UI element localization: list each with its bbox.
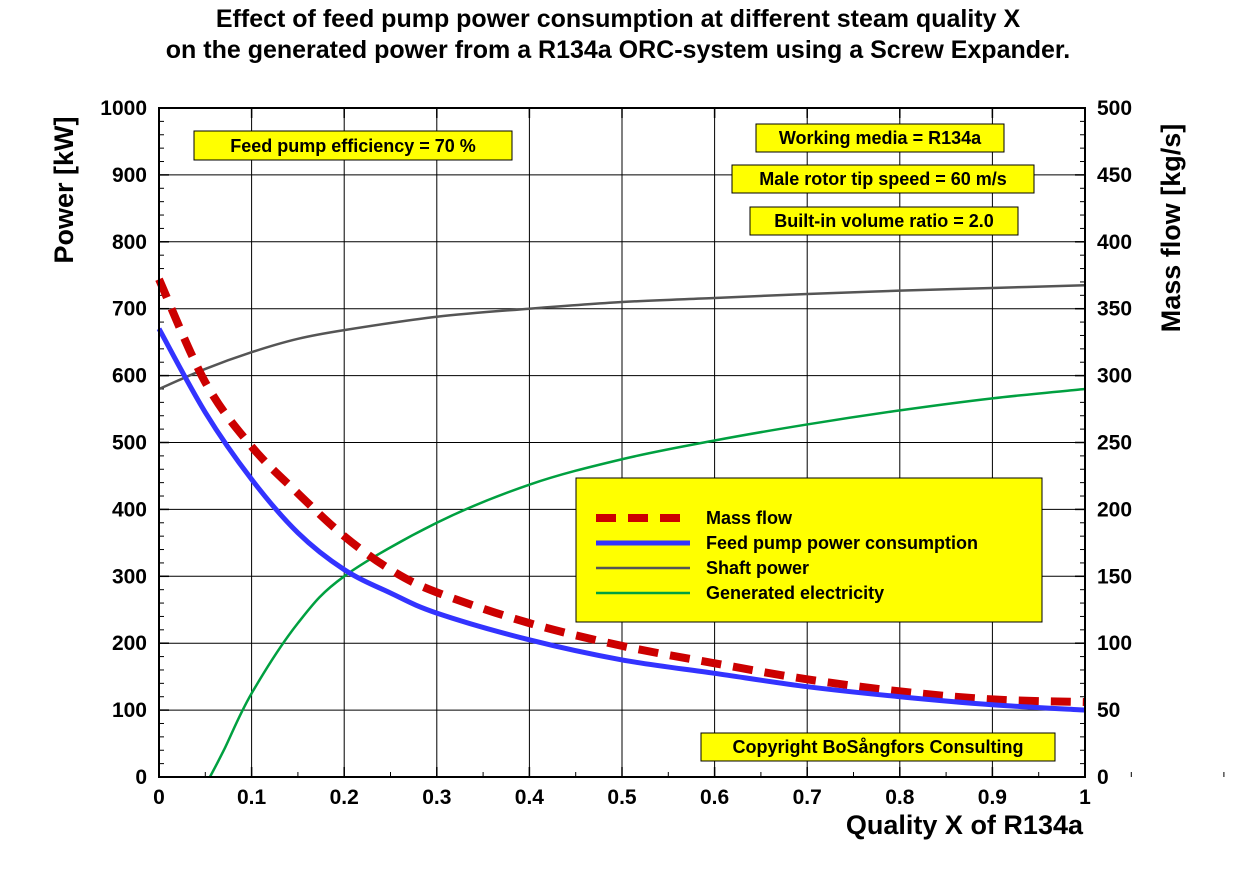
x-axis-title: Quality X of R134a (846, 810, 1084, 840)
y2-tick-label: 450 (1097, 164, 1132, 187)
y2-tick-label: 50 (1097, 699, 1120, 722)
y-tick-label: 800 (112, 231, 147, 254)
plot-frame (158, 107, 1086, 778)
legend-label-feed-pump-power: Feed pump power consumption (706, 533, 978, 553)
y-axis-title: Power [kW] (49, 116, 79, 263)
x-tick-label: 1 (1079, 786, 1091, 809)
y-tick-label: 600 (112, 365, 147, 388)
x-tick-label: 0.3 (422, 786, 451, 809)
y2-axis-title: Mass flow [kg/s] (1156, 124, 1186, 333)
y-tick-label: 100 (112, 699, 147, 722)
legend-label-mass-flow: Mass flow (706, 508, 793, 528)
y-tick-label: 700 (112, 298, 147, 321)
series-generated-electricity (208, 387, 1086, 778)
y2-tick-label: 250 (1097, 432, 1132, 455)
legend-label-generated-electricity: Generated electricity (706, 583, 884, 603)
series-group (155, 277, 1086, 778)
y2-tick-label: 200 (1097, 498, 1132, 521)
series-shaft-power (158, 284, 1086, 391)
y2-tick-label: 0 (1097, 766, 1109, 789)
y-tick-label: 1000 (100, 97, 147, 120)
y-tick-label: 300 (112, 565, 147, 588)
annotation-rotor-tip-speed: Male rotor tip speed = 60 m/s (731, 164, 1035, 194)
x-tick-labels: 0 0.1 0.2 0.3 0.4 0.5 0.6 0.7 0.8 0.9 1 (153, 786, 1091, 809)
legend-label-shaft-power: Shaft power (706, 558, 809, 578)
annotation-working-media: Working media = R134a (755, 123, 1005, 153)
y2-tick-label: 150 (1097, 565, 1132, 588)
annotation-feed-pump-efficiency-text: Feed pump efficiency = 70 % (230, 136, 476, 156)
series-feed-pump-power (156, 327, 1086, 713)
y2-tick-label: 500 (1097, 97, 1132, 120)
chart-title-line-1: Effect of feed pump power consumption at… (216, 5, 1021, 33)
x-tick-label: 0 (153, 786, 165, 809)
y2-tick-labels: 0 50 100 150 200 250 300 350 400 450 500 (1097, 97, 1132, 789)
x-tick-label: 0.5 (607, 786, 637, 809)
y-tick-label: 500 (112, 432, 147, 455)
x-tick-label: 0.7 (793, 786, 822, 809)
y2-tick-label: 350 (1097, 298, 1132, 321)
x-tick-label: 0.6 (700, 786, 729, 809)
y2-tick-label: 400 (1097, 231, 1132, 254)
annotation-volume-ratio-text: Built-in volume ratio = 2.0 (774, 211, 994, 231)
x-tick-label: 0.9 (978, 786, 1007, 809)
series-mass-flow (155, 277, 1086, 707)
x-tick-label: 0.2 (330, 786, 359, 809)
annotation-copyright-text: Copyright BoSångfors Consulting (733, 737, 1024, 757)
x-tick-label: 0.8 (885, 786, 915, 809)
y-tick-labels: 0 100 200 300 400 500 600 700 800 900 1000 (100, 97, 147, 789)
y2-tick-label: 100 (1097, 632, 1132, 655)
annotation-volume-ratio: Built-in volume ratio = 2.0 (749, 206, 1019, 236)
legend: Mass flow Feed pump power consumption Sh… (575, 477, 1043, 623)
y-tick-label: 400 (112, 498, 147, 521)
annotation-copyright: Copyright BoSångfors Consulting (700, 732, 1056, 762)
annotation-feed-pump-efficiency: Feed pump efficiency = 70 % (193, 130, 513, 161)
x-tick-label: 0.1 (237, 786, 267, 809)
y-tick-label: 200 (112, 632, 147, 655)
annotation-working-media-text: Working media = R134a (779, 128, 982, 148)
x-tick-label: 0.4 (515, 786, 545, 809)
y-tick-label: 0 (135, 766, 147, 789)
y2-tick-label: 300 (1097, 365, 1132, 388)
y-tick-label: 900 (112, 164, 147, 187)
annotation-rotor-tip-speed-text: Male rotor tip speed = 60 m/s (759, 169, 1007, 189)
legend-box (575, 477, 1043, 623)
chart-title-line-2: on the generated power from a R134a ORC-… (166, 36, 1070, 64)
